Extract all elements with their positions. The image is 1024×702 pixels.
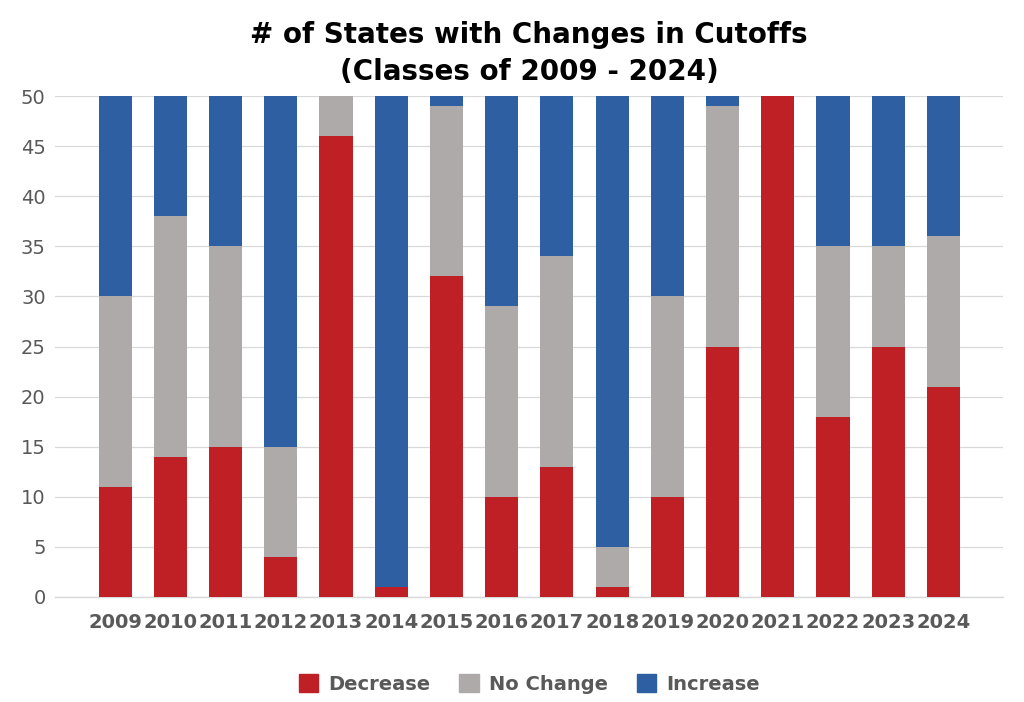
Bar bbox=[264, 446, 297, 557]
Bar bbox=[319, 96, 352, 136]
Bar bbox=[927, 387, 961, 597]
Bar bbox=[596, 547, 629, 587]
Bar bbox=[264, 557, 297, 597]
Bar bbox=[209, 96, 242, 246]
Bar bbox=[871, 246, 905, 347]
Bar bbox=[98, 486, 132, 597]
Bar bbox=[816, 416, 850, 597]
Bar bbox=[541, 467, 573, 597]
Bar bbox=[706, 347, 739, 597]
Bar bbox=[319, 136, 352, 597]
Bar bbox=[98, 96, 132, 296]
Bar bbox=[596, 96, 629, 547]
Legend: Decrease, No Change, Increase: Decrease, No Change, Increase bbox=[291, 666, 767, 701]
Bar bbox=[651, 96, 684, 296]
Bar bbox=[375, 96, 408, 587]
Bar bbox=[209, 446, 242, 597]
Title: # of States with Changes in Cutoffs
(Classes of 2009 - 2024): # of States with Changes in Cutoffs (Cla… bbox=[251, 21, 808, 86]
Bar bbox=[209, 246, 242, 446]
Bar bbox=[430, 96, 463, 106]
Bar bbox=[761, 96, 795, 597]
Bar bbox=[485, 96, 518, 307]
Bar bbox=[154, 96, 186, 216]
Bar bbox=[485, 307, 518, 496]
Bar bbox=[871, 96, 905, 246]
Bar bbox=[541, 256, 573, 467]
Bar bbox=[816, 96, 850, 246]
Bar bbox=[706, 96, 739, 106]
Bar bbox=[871, 347, 905, 597]
Bar bbox=[651, 296, 684, 496]
Bar bbox=[816, 246, 850, 416]
Bar bbox=[264, 96, 297, 446]
Bar bbox=[154, 456, 186, 597]
Bar bbox=[706, 106, 739, 347]
Bar bbox=[375, 587, 408, 597]
Bar bbox=[430, 277, 463, 597]
Bar bbox=[596, 587, 629, 597]
Bar bbox=[927, 237, 961, 387]
Bar bbox=[154, 216, 186, 456]
Bar bbox=[927, 96, 961, 237]
Bar bbox=[541, 96, 573, 256]
Bar bbox=[98, 296, 132, 486]
Bar bbox=[485, 496, 518, 597]
Bar bbox=[651, 496, 684, 597]
Bar bbox=[430, 106, 463, 277]
